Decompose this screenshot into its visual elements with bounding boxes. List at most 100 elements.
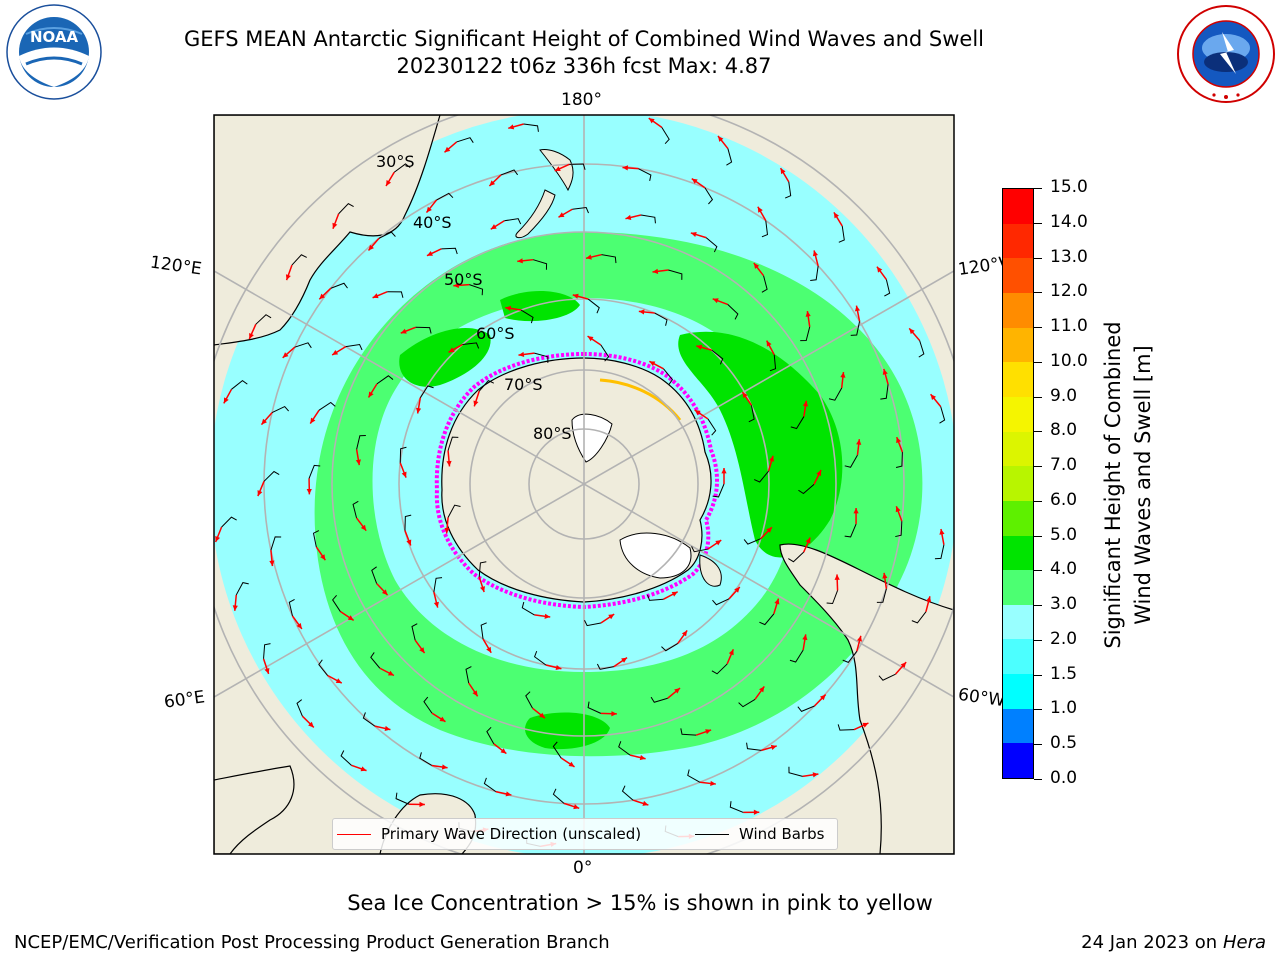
- wave-arrow-head: [882, 368, 888, 375]
- wave-arrow-head: [368, 244, 374, 251]
- wave-arrow-head: [694, 410, 701, 416]
- wind-barb: [415, 326, 432, 334]
- wind-barb: [308, 464, 321, 479]
- colorbar-tick: [1034, 605, 1042, 607]
- wind-barb: [784, 181, 792, 199]
- wave-arrow-head: [453, 282, 459, 288]
- wave-arrow-head: [715, 540, 722, 546]
- wave-arrow-head: [269, 560, 275, 567]
- lat-label-30s: 30°S: [376, 152, 415, 171]
- colorbar-tick-label: 0.5: [1050, 733, 1078, 754]
- wind-barb: [255, 314, 272, 325]
- colorbar-tick-label: 11.0: [1050, 316, 1088, 337]
- lat-label-40s: 40°S: [413, 213, 452, 232]
- legend-item-wind-barbs: Wind Barbs: [695, 825, 824, 843]
- wave-arrow-head: [895, 506, 901, 513]
- wind-barb: [419, 385, 434, 399]
- wind-barb: [638, 168, 652, 181]
- chart-subtitle: 20230122 t06z 336h fcst Max: 4.87: [396, 54, 772, 78]
- wind-barb: [370, 652, 381, 669]
- wave-arrow-head: [742, 392, 748, 399]
- lon-label-0: 0°: [573, 858, 593, 878]
- wind-barb: [231, 379, 248, 390]
- wave-arrow-head: [486, 646, 492, 653]
- wave-arrow-head: [400, 328, 407, 334]
- colorbar-tick: [1034, 674, 1042, 676]
- wave-arrow-head: [712, 298, 719, 304]
- wave-arrow-head: [232, 605, 238, 611]
- wave-arrow-head: [734, 586, 740, 593]
- wave-arrow-head: [900, 662, 907, 668]
- wave-arrow-head: [802, 400, 809, 407]
- weddell-ice-shelf: [619, 532, 692, 579]
- wave-arrow-head: [401, 471, 407, 478]
- wind-barb: [789, 649, 804, 663]
- wave-arrow-head: [622, 165, 629, 171]
- colorbar-tick-label: 0.0: [1050, 768, 1078, 788]
- colorbar-tick: [1034, 500, 1042, 502]
- wave-arrow-head: [611, 711, 617, 717]
- wind-barb: [844, 523, 857, 538]
- graticule: [214, 115, 954, 854]
- wave-arrow-head: [834, 574, 840, 580]
- wind-barb: [504, 218, 522, 225]
- wave-arrow-head: [426, 206, 432, 213]
- wave-arrow-head: [759, 686, 765, 693]
- colorbar-label-line2: Wind Waves and Swell [m]: [1131, 345, 1155, 625]
- lat-label-70s: 70°S: [504, 375, 543, 394]
- colorbar-tick: [1034, 535, 1042, 537]
- wind-barb: [911, 611, 927, 624]
- map-frame: [213, 114, 955, 855]
- wave-arrow-head: [355, 459, 361, 466]
- wave-arrow-head: [568, 761, 575, 767]
- wave-arrow-head: [505, 791, 512, 797]
- wind-barb: [729, 801, 744, 813]
- colorbar-segment: [1003, 639, 1033, 675]
- wind-barb: [587, 701, 602, 714]
- colorbar-segment: [1003, 500, 1033, 536]
- wind-barb: [441, 247, 458, 255]
- wave-height-patch: [500, 290, 580, 322]
- wind-barb: [291, 254, 307, 266]
- wave-arrow-head: [812, 772, 819, 778]
- africa-landmass: [214, 765, 295, 854]
- colorbar-tick-label: 5.0: [1050, 524, 1078, 545]
- wave-arrow-head: [805, 311, 811, 317]
- legend-black-line: [695, 833, 729, 835]
- wave-arrow-head: [621, 657, 628, 663]
- wave-arrow-head: [296, 622, 302, 629]
- colorbar-segment: [1003, 223, 1033, 259]
- wave-arrow-head: [490, 224, 497, 230]
- wind-barb: [332, 595, 341, 612]
- colorbar-segment: [1003, 466, 1033, 501]
- wind-barb: [828, 387, 843, 401]
- wave-arrow-head: [896, 437, 902, 444]
- wind-barb: [533, 650, 547, 666]
- wind-barb: [661, 127, 670, 145]
- wind-barb: [761, 275, 768, 293]
- wave-arrow-head: [372, 293, 379, 299]
- wind-barb: [572, 206, 589, 214]
- colorbar-tick: [1034, 361, 1042, 363]
- wind-barb: [918, 340, 925, 358]
- wave-arrow-head: [802, 634, 808, 641]
- wind-barb: [842, 650, 858, 663]
- wave-arrow-head: [441, 764, 448, 770]
- wave-arrow-head: [419, 801, 425, 807]
- footer-branch: NCEP/EMC/Verification Post Processing Pr…: [14, 932, 610, 953]
- wind-barb: [618, 741, 631, 756]
- legend-item-wave-direction: Primary Wave Direction (unscaled): [337, 825, 641, 843]
- colorbar-segment: [1003, 535, 1033, 571]
- wave-arrow-head: [415, 407, 422, 414]
- wave-arrow-head: [770, 744, 777, 750]
- wind-barb: [399, 446, 407, 463]
- wave-arrow-head: [426, 251, 433, 256]
- wind-barb: [533, 259, 548, 270]
- colorbar: [1002, 188, 1034, 779]
- wind-barb: [939, 406, 946, 424]
- wind-barb: [345, 343, 363, 351]
- wave-arrow-head: [812, 250, 818, 257]
- wind-barb: [788, 551, 805, 563]
- colorbar-segment: [1003, 258, 1033, 294]
